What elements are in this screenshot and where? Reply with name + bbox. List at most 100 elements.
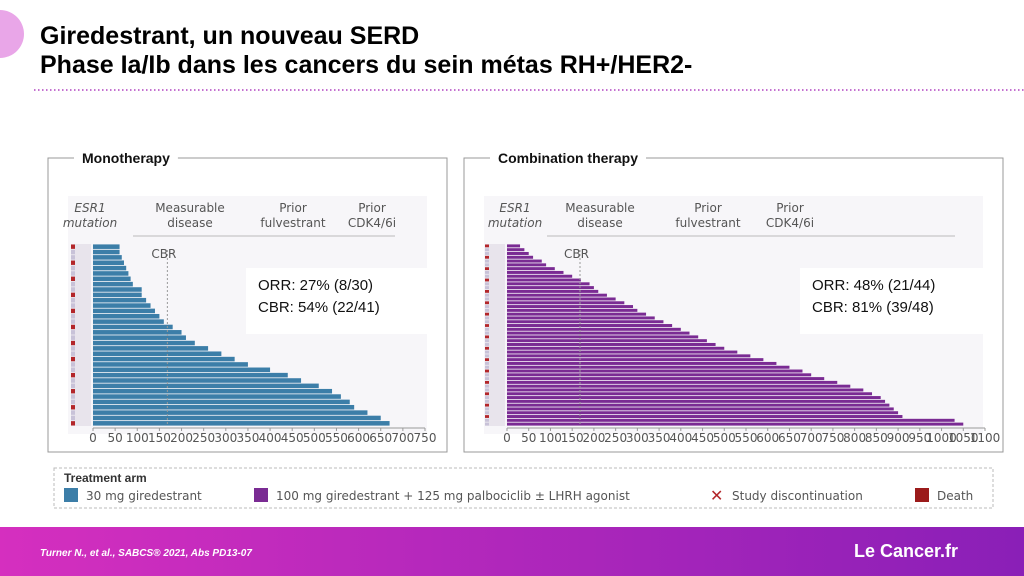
bar xyxy=(507,388,864,392)
corner-decoration xyxy=(0,10,24,58)
marker-cell xyxy=(485,308,489,312)
bar xyxy=(93,292,142,298)
marker-cell xyxy=(485,339,489,343)
bar xyxy=(93,297,147,303)
marker-cell xyxy=(485,297,489,301)
bar xyxy=(507,293,607,297)
bar xyxy=(93,356,235,362)
x-tick-label: 1050 xyxy=(948,431,979,445)
bar xyxy=(507,331,690,335)
x-tick-label: 450 xyxy=(691,431,714,445)
bar xyxy=(507,396,881,400)
panel-title: Combination therapy xyxy=(498,150,638,166)
marker-cell xyxy=(71,356,75,362)
bar xyxy=(507,244,521,248)
marker-strip xyxy=(71,244,91,426)
bar xyxy=(507,384,851,388)
panel-title-bg xyxy=(74,150,178,166)
x-tick-label: 50 xyxy=(107,431,122,445)
marker-cell xyxy=(485,415,489,418)
bar xyxy=(93,394,341,399)
legend-label: 100 mg giredestrant + 125 mg palbociclib… xyxy=(276,489,630,503)
bar xyxy=(507,301,625,305)
marker-cell xyxy=(485,369,489,373)
marker-cell xyxy=(485,255,489,259)
x-tick-label: 100 xyxy=(126,431,149,445)
marker-cell xyxy=(485,301,489,305)
marker-cell xyxy=(485,293,489,297)
marker-cell xyxy=(71,415,75,421)
bar xyxy=(93,330,182,335)
bar xyxy=(507,358,764,362)
x-tick-label: 150 xyxy=(148,431,171,445)
bar xyxy=(507,327,681,331)
bar xyxy=(507,248,525,252)
marker-cell xyxy=(71,319,75,324)
x-tick-label: 550 xyxy=(735,431,758,445)
bar xyxy=(507,286,594,290)
x-tick-label: 350 xyxy=(236,431,259,445)
marker-cell xyxy=(71,378,75,383)
stat-text: CBR: 54% (22/41) xyxy=(258,299,380,316)
bar xyxy=(93,415,381,421)
bar xyxy=(507,312,647,316)
bar xyxy=(93,265,127,271)
bar xyxy=(507,320,664,324)
bar xyxy=(507,422,964,426)
legend-symbol: ✕ xyxy=(710,488,723,505)
marker-cell xyxy=(71,394,75,399)
marker-cell xyxy=(485,407,489,411)
marker-cell xyxy=(485,252,489,255)
x-tick-label: 600 xyxy=(347,431,370,445)
bar xyxy=(507,342,716,346)
marker-cell xyxy=(71,351,75,356)
marker-strip xyxy=(485,244,505,426)
panel-frame xyxy=(47,157,448,453)
bar xyxy=(507,308,638,312)
bar xyxy=(93,324,173,330)
x-tick-label: 300 xyxy=(626,431,649,445)
x-tick-label: 350 xyxy=(648,431,671,445)
marker-cell xyxy=(485,384,489,388)
x-tick-label: 200 xyxy=(582,431,605,445)
x-tick-label: 650 xyxy=(369,431,392,445)
bar xyxy=(93,308,155,314)
marker-cell xyxy=(71,362,75,367)
bar xyxy=(93,367,271,373)
bar xyxy=(507,274,573,278)
column-header: Measurable disease xyxy=(565,201,635,230)
bar xyxy=(93,249,120,255)
bar xyxy=(507,316,655,320)
column-header: Prior CDK4/6i xyxy=(348,201,396,230)
x-tick-label: 850 xyxy=(865,431,888,445)
bar xyxy=(93,340,195,346)
reference-label: CBR xyxy=(564,247,589,261)
bar xyxy=(507,403,890,407)
bar xyxy=(507,267,555,271)
bar xyxy=(507,415,903,419)
marker-cell xyxy=(485,346,489,350)
marker-cell xyxy=(485,392,489,396)
marker-cell xyxy=(485,418,489,422)
title-line: Phase Ia/Ib dans les cancers du sein mét… xyxy=(40,51,692,79)
x-tick-label: 400 xyxy=(669,431,692,445)
bar xyxy=(93,372,288,378)
x-tick-label: 300 xyxy=(214,431,237,445)
bar xyxy=(507,324,673,328)
marker-cell xyxy=(485,259,489,263)
marker-cell xyxy=(71,399,75,405)
legend-title: Treatment arm xyxy=(64,471,147,485)
bar xyxy=(507,373,812,377)
marker-cell xyxy=(485,403,489,407)
bar xyxy=(93,404,355,410)
x-tick-label: 550 xyxy=(325,431,348,445)
bar xyxy=(507,418,955,422)
legend-swatch xyxy=(915,488,929,502)
column-header: ESR1 mutation xyxy=(63,201,117,230)
bar xyxy=(93,362,248,367)
bar xyxy=(507,380,838,384)
legend-label: Death xyxy=(937,489,973,503)
marker-cell xyxy=(71,260,75,265)
x-tick-label: 0 xyxy=(503,431,511,445)
bar xyxy=(93,276,131,282)
